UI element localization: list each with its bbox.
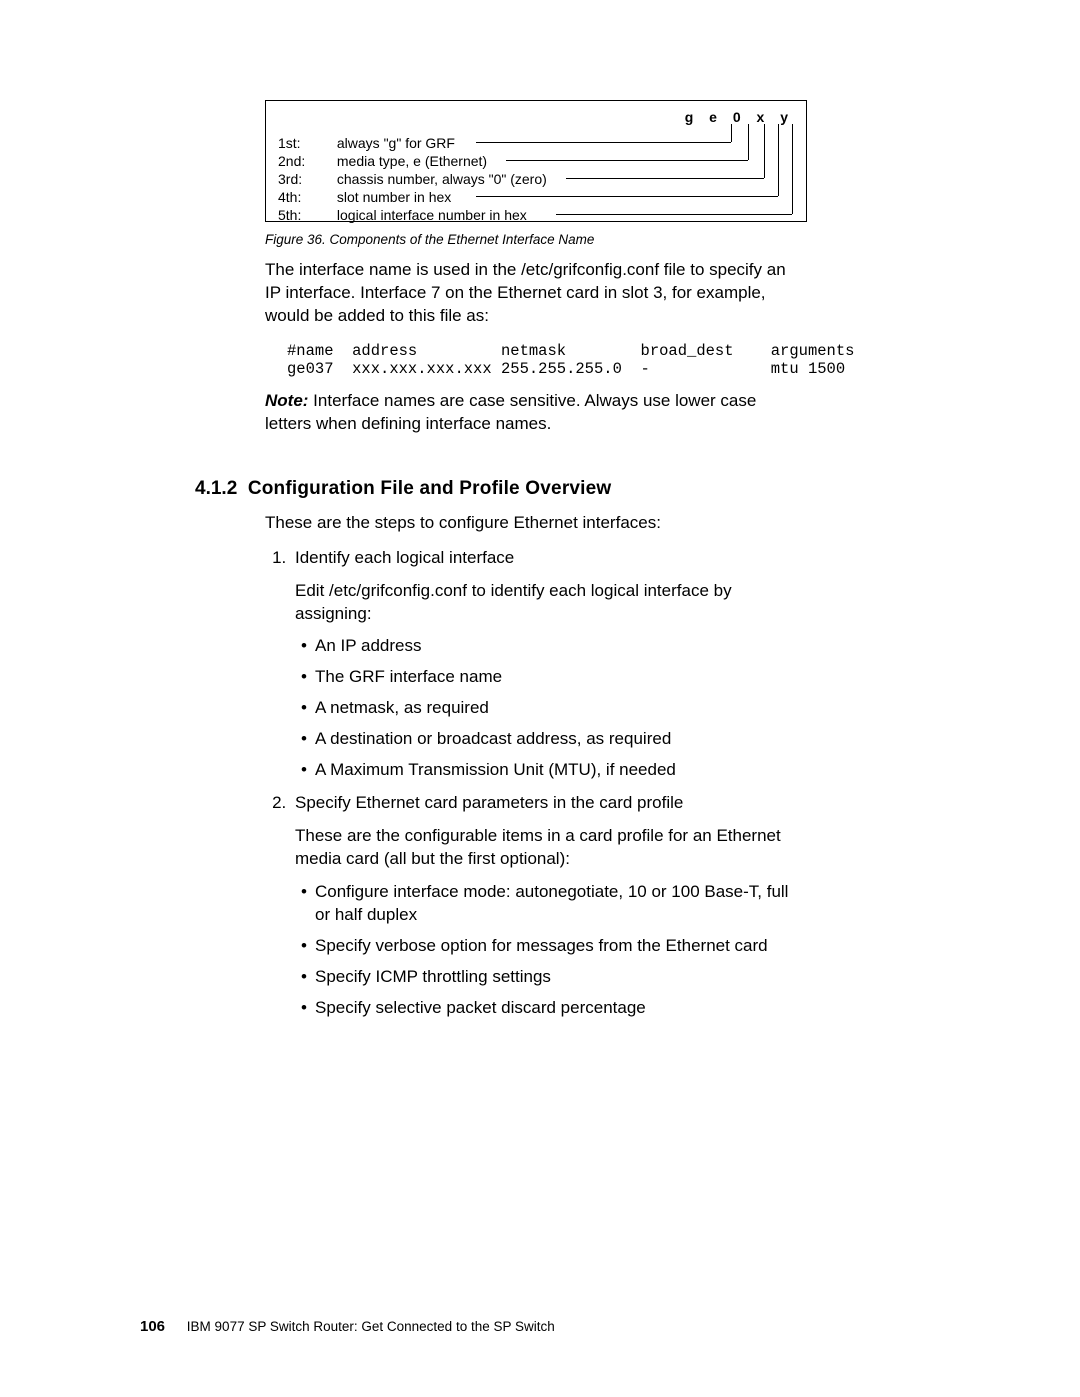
figure-row-text: media type, e (Ethernet) [337, 153, 487, 169]
bullet-item: Configure interface mode: autonegotiate,… [315, 881, 805, 927]
note-paragraph: Note: Interface names are case sensitive… [265, 390, 805, 436]
figure-row-ord: 1st: [278, 135, 333, 151]
code-header-broad: broad_dest [641, 342, 734, 360]
section-number: 4.1.2 [195, 478, 237, 499]
note-body: Interface names are case sensitive. Alwa… [265, 391, 756, 433]
figure-row-4: 4th: slot number in hex [278, 189, 451, 205]
note-lead: Note: [265, 391, 308, 410]
figure-row-text: always "g" for GRF [337, 135, 455, 151]
figure-box: g e 0 x y 1st: always "g" for GRF 2nd: m… [265, 100, 807, 222]
step-1: Identify each logical interface Edit /et… [291, 547, 805, 783]
connector-line [566, 178, 764, 179]
steps-list: Identify each logical interface Edit /et… [265, 547, 805, 1020]
step-body: Edit /etc/grifconfig.conf to identify ea… [295, 580, 805, 626]
connector-line [748, 124, 749, 160]
bullet-item: Specify selective packet discard percent… [315, 997, 805, 1020]
code-row-netmask: 255.255.255.0 [501, 360, 622, 378]
step-2-bullets: Configure interface mode: autonegotiate,… [295, 881, 805, 1020]
figure-row-text: slot number in hex [337, 189, 451, 205]
bullet-item: A Maximum Transmission Unit (MTU), if ne… [315, 759, 805, 782]
figure-row-text: chassis number, always "0" (zero) [337, 171, 547, 187]
step-title: Specify Ethernet card parameters in the … [295, 793, 683, 812]
footer-title: IBM 9077 SP Switch Router: Get Connected… [187, 1319, 555, 1334]
connector-line [506, 160, 748, 161]
figure-row-text: logical interface number in hex [337, 207, 527, 223]
connector-line [778, 124, 779, 196]
bullet-item: Specify verbose option for messages from… [315, 935, 805, 958]
content-column: g e 0 x y 1st: always "g" for GRF 2nd: m… [265, 100, 805, 1030]
paragraph-interface-name: The interface name is used in the /etc/g… [265, 259, 805, 328]
connector-line [764, 124, 765, 178]
page: g e 0 x y 1st: always "g" for GRF 2nd: m… [0, 0, 1080, 1397]
code-row-address: xxx.xxx.xxx.xxx [352, 360, 492, 378]
figure-row-3: 3rd: chassis number, always "0" (zero) [278, 171, 547, 187]
step-2: Specify Ethernet card parameters in the … [291, 792, 805, 1020]
code-header-args: arguments [771, 342, 855, 360]
connector-line [556, 214, 792, 215]
code-header-name: #name [287, 342, 334, 360]
figure-caption: Figure 36. Components of the Ethernet In… [265, 232, 805, 247]
code-header-address: address [352, 342, 417, 360]
code-block: #name address netmask broad_dest argumen… [287, 342, 805, 378]
section-intro: These are the steps to configure Etherne… [265, 512, 805, 535]
code-header-netmask: netmask [501, 342, 566, 360]
figure-row-ord: 3rd: [278, 171, 333, 187]
bullet-item: Specify ICMP throttling settings [315, 966, 805, 989]
step-title: Identify each logical interface [295, 548, 514, 567]
bullet-item: A netmask, as required [315, 697, 805, 720]
page-footer: 106 IBM 9077 SP Switch Router: Get Conne… [140, 1318, 555, 1335]
connector-line [731, 124, 732, 142]
figure-row-ord: 2nd: [278, 153, 333, 169]
bullet-item: An IP address [315, 635, 805, 658]
step-body: These are the configurable items in a ca… [295, 825, 805, 871]
connector-line [792, 124, 793, 214]
section-title-text: Configuration File and Profile Overview [248, 478, 612, 499]
figure-row-ord: 4th: [278, 189, 333, 205]
bullet-item: A destination or broadcast address, as r… [315, 728, 805, 751]
connector-line [476, 142, 731, 143]
page-number: 106 [140, 1318, 165, 1335]
figure-row-5: 5th: logical interface number in hex [278, 207, 527, 223]
figure-row-2: 2nd: media type, e (Ethernet) [278, 153, 487, 169]
section-heading: 4.1.2 Configuration File and Profile Ove… [195, 478, 805, 500]
code-row-name: ge037 [287, 360, 334, 378]
code-row-broad: - [641, 360, 650, 378]
step-1-bullets: An IP address The GRF interface name A n… [295, 635, 805, 782]
bullet-item: The GRF interface name [315, 666, 805, 689]
figure-row-ord: 5th: [278, 207, 333, 223]
connector-line [476, 196, 778, 197]
figure-label: g e 0 x y [685, 109, 794, 125]
code-row-args: mtu 1500 [771, 360, 845, 378]
figure-row-1: 1st: always "g" for GRF [278, 135, 455, 151]
